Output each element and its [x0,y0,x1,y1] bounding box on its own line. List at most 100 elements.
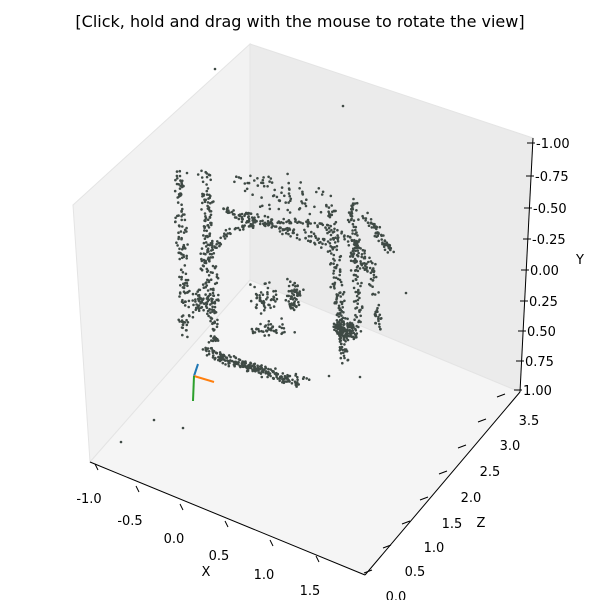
data-point [348,330,352,333]
data-point [324,226,327,229]
data-point [192,303,195,307]
data-point [218,351,222,354]
data-point [262,330,265,334]
y-axis-line [519,137,534,393]
data-point [180,237,183,241]
data-point [180,180,183,184]
data-point [213,300,217,304]
data-point [266,326,270,330]
z-tick-mark [419,496,429,501]
data-point [301,201,304,205]
data-point [295,383,299,386]
data-point [176,244,179,247]
data-point [276,373,280,376]
data-point [197,309,201,313]
data-point [238,228,242,232]
data-point [343,299,346,303]
y-tick-label: -1.00 [536,137,570,152]
data-point [243,224,246,227]
data-point [203,200,207,204]
data-point [207,298,211,302]
data-point [252,363,255,366]
data-point [222,207,225,210]
y-axis-label: Y [575,253,584,268]
data-point [268,303,271,307]
data-point [334,220,338,224]
data-point [275,297,279,301]
data-point [316,224,319,227]
data-point [339,295,343,298]
data-point [353,257,357,261]
data-point [208,307,211,311]
data-point [355,324,359,328]
data-point [259,220,262,223]
data-point [371,222,375,226]
data-point [369,218,373,221]
data-point [262,301,266,304]
data-point [202,264,205,268]
data-point [268,203,271,207]
data-point [258,222,262,226]
data-point [351,279,355,283]
data-point [333,266,336,269]
data-point [280,326,284,330]
data-point [202,308,205,312]
data-point [356,298,360,302]
data-point [191,315,195,319]
data-point [185,254,188,258]
data-point [186,243,189,246]
data-point [209,316,212,319]
data-point [205,284,209,287]
x-tick-label: -0.5 [117,514,142,529]
data-point [355,201,359,205]
data-point [287,192,291,195]
data-point [178,169,182,173]
data-point [329,233,333,237]
data-point [331,231,335,234]
data-point [326,224,330,227]
data-point [338,258,341,262]
data-point [366,211,369,215]
data-point [357,251,360,255]
data-point [371,285,374,289]
data-point [211,291,215,295]
data-point [354,232,357,236]
data-point [208,173,212,177]
data-point [254,306,258,309]
data-point [282,380,285,383]
data-point [213,245,216,248]
data-point [372,269,376,273]
data-point [177,214,180,217]
data-point [355,244,359,247]
data-point [338,340,342,343]
data-point [215,273,219,276]
data-point [246,367,249,370]
data-point [287,289,291,293]
data-point [215,298,218,302]
data-point [253,179,256,182]
data-point [251,226,255,229]
data-point [379,317,383,321]
data-point [383,248,387,252]
data-point [261,204,264,208]
data-point [211,321,215,325]
data-point [217,293,220,297]
data-point [350,204,353,207]
data-point [306,224,310,228]
data-point [282,221,285,225]
data-point [360,253,364,256]
data-point [332,276,336,279]
data-point [195,303,198,306]
data-point [337,315,341,318]
data-point [375,309,379,313]
data-point [355,239,358,243]
data-point [182,290,186,294]
data-point [202,241,206,245]
data-point [266,215,270,219]
data-point [294,285,297,288]
data-point [321,242,324,246]
data-point [304,237,307,240]
data-point [262,184,266,188]
data-point [296,291,299,295]
